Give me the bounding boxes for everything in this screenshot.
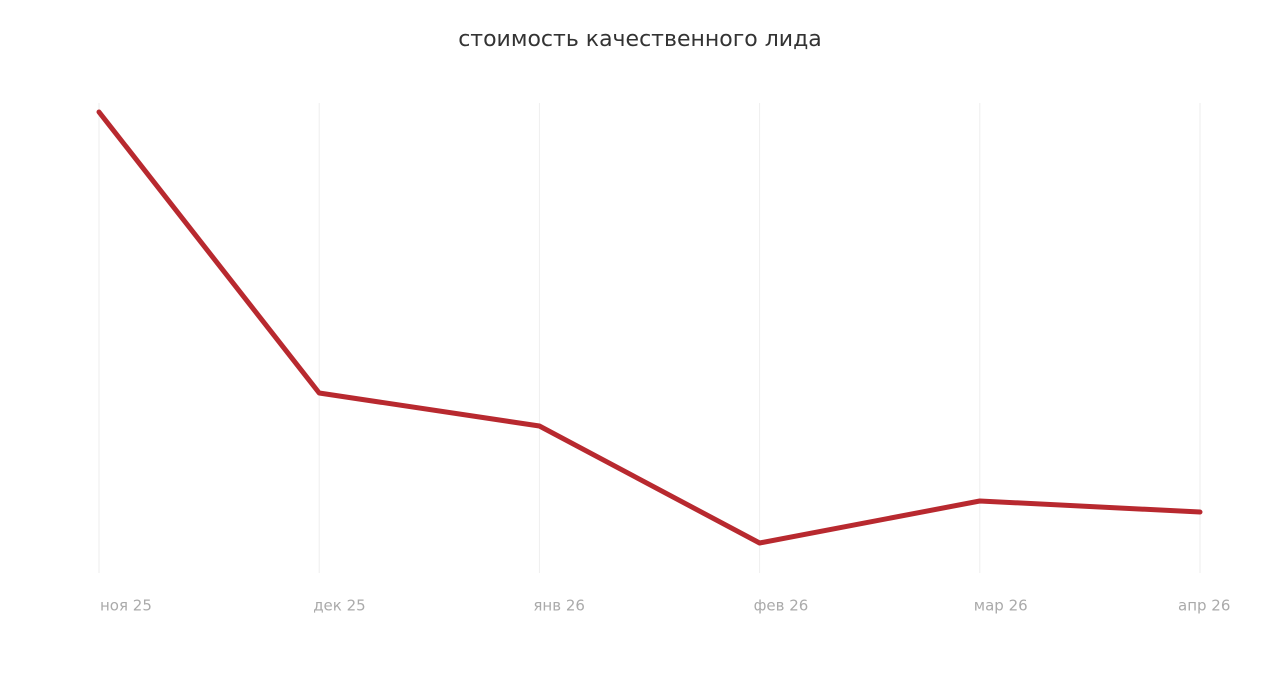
data-line	[96, 109, 1203, 546]
chart-title: стоимость качественного лида	[458, 27, 822, 52]
x-tick-label: янв 26	[533, 597, 585, 615]
x-tick-label: мар 26	[974, 597, 1028, 615]
x-tick-label: ноя 25	[100, 597, 152, 615]
x-tick-label: дек 25	[313, 597, 366, 615]
x-tick-label: фев 26	[754, 597, 809, 615]
x-tick-label: апр 26	[1178, 597, 1230, 615]
